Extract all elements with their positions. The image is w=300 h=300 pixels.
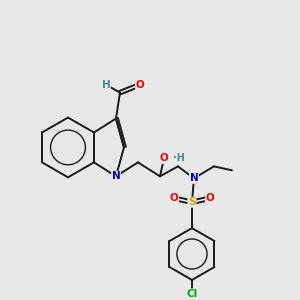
Text: O: O bbox=[136, 80, 144, 90]
Text: O: O bbox=[160, 153, 168, 164]
Text: H: H bbox=[102, 80, 110, 90]
Text: ·H: ·H bbox=[173, 153, 185, 164]
Text: N: N bbox=[190, 173, 198, 183]
Text: O: O bbox=[206, 193, 214, 203]
Text: N: N bbox=[112, 171, 120, 181]
Text: O: O bbox=[169, 193, 178, 203]
Text: S: S bbox=[188, 197, 196, 207]
Text: Cl: Cl bbox=[186, 289, 198, 299]
